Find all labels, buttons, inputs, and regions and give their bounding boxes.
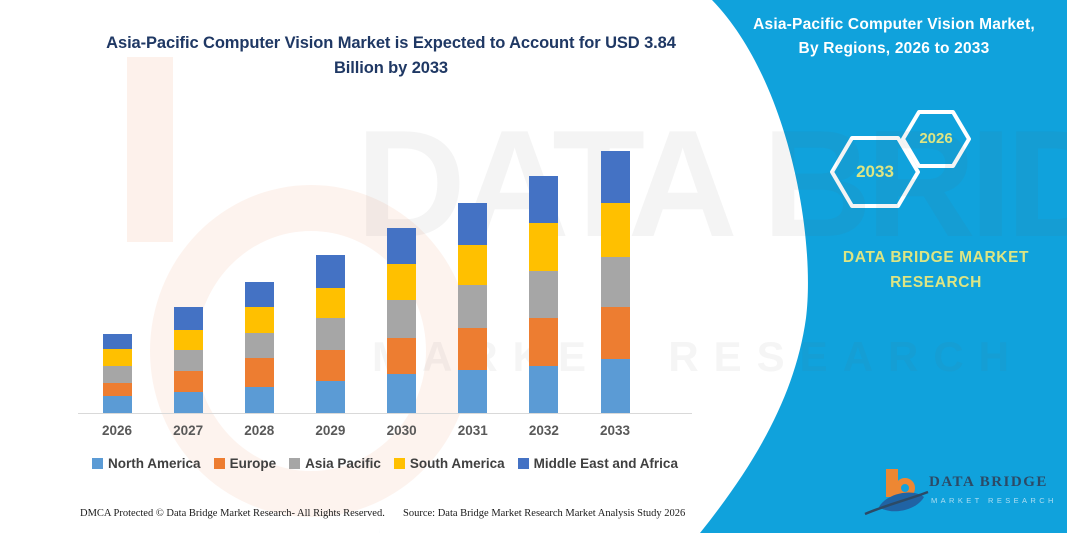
legend-swatch-icon	[213, 458, 225, 469]
legend-swatch-icon	[289, 458, 301, 469]
bar-segment-asia-pacific	[244, 333, 274, 359]
bar-segment-south-america	[244, 307, 274, 334]
company-logo-name: DATA BRIDGE	[929, 474, 1048, 490]
bar-segment-north-america	[529, 365, 559, 413]
legend-swatch-icon	[393, 458, 405, 469]
bar-segment-europe	[458, 328, 488, 370]
footer-dmca-text: DMCA Protected © Data Bridge Market Rese…	[80, 508, 385, 519]
bar-segment-asia-pacific	[173, 349, 203, 371]
banner-title-line1: Asia-Pacific Computer Vision Market,	[753, 16, 1035, 33]
hexagon-2026-label: 2026	[919, 130, 953, 147]
bar-segment-north-america	[600, 359, 630, 413]
legend-item-asia-pacific: Asia Pacific	[289, 456, 381, 471]
chart-title-line1: Asia-Pacific Computer Vision Market is E…	[106, 34, 676, 52]
bar-segment-south-america	[600, 202, 630, 257]
banner-brand-text: DATA BRIDGE MARKET RESEARCH	[795, 245, 1067, 295]
bar-segment-south-america	[315, 287, 345, 318]
legend-swatch-icon	[92, 458, 104, 469]
bar-segment-north-america	[387, 374, 417, 413]
bar-2030	[387, 228, 417, 413]
bar-segment-asia-pacific	[458, 285, 488, 329]
bar-segment-middle-east-and-africa	[102, 333, 132, 349]
bar-segment-north-america	[458, 369, 488, 413]
bar-2032	[529, 175, 559, 413]
x-axis-label-2027: 2027	[173, 423, 204, 438]
bar-segment-asia-pacific	[315, 317, 345, 351]
banner-polygon	[700, 0, 1067, 533]
bar-segment-middle-east-and-africa	[173, 306, 203, 330]
bar-2031	[458, 202, 488, 413]
bar-segment-north-america	[244, 387, 274, 413]
bar-segment-asia-pacific	[102, 365, 132, 383]
banner-brand-line2: RESEARCH	[890, 274, 982, 291]
bar-segment-europe	[529, 318, 559, 366]
bar-segment-middle-east-and-africa	[529, 175, 559, 224]
x-axis-line	[78, 413, 692, 414]
legend-label: Middle East and Africa	[533, 456, 678, 471]
bar-segment-middle-east-and-africa	[600, 151, 630, 203]
legend-item-south-america: South America	[393, 456, 505, 471]
bar-segment-middle-east-and-africa	[387, 228, 417, 265]
bar-segment-europe	[173, 370, 203, 392]
bar-2033	[600, 151, 630, 413]
legend-label: Europe	[229, 456, 277, 471]
bar-segment-middle-east-and-africa	[244, 282, 274, 308]
footer-source-text: Source: Data Bridge Market Research Mark…	[403, 508, 686, 519]
banner-brand-line1: DATA BRIDGE MARKET	[842, 249, 1030, 266]
chart-title: Asia-Pacific Computer Vision Market is E…	[85, 31, 697, 81]
watermark-logo-stem	[127, 57, 173, 242]
bar-2029	[315, 254, 345, 413]
chart-legend: North America Europe Asia Pacific South Ame…	[78, 456, 692, 471]
bar-segment-north-america	[102, 395, 132, 413]
legend-item-north-america: North America	[92, 456, 201, 471]
bar-segment-south-america	[458, 244, 488, 286]
bar-2028	[244, 282, 274, 413]
company-logo-mark	[864, 469, 929, 516]
legend-label: South America	[409, 456, 505, 471]
chart-title-line2: Billion by 2033	[333, 59, 449, 77]
banner-title-line2: By Regions, 2026 to 2033	[798, 40, 990, 57]
legend-swatch-icon	[517, 458, 529, 469]
hexagon-2033-label: 2033	[856, 162, 894, 181]
bar-segment-middle-east-and-africa	[458, 202, 488, 245]
x-axis-label-2026: 2026	[101, 423, 133, 438]
bar-segment-middle-east-and-africa	[315, 254, 345, 288]
bar-segment-north-america	[173, 391, 203, 413]
hexagon-2026	[901, 110, 971, 168]
banner-title: Asia-Pacific Computer Vision Market, By …	[728, 13, 1060, 61]
x-axis-label-2030: 2030	[386, 423, 417, 438]
bar-segment-europe	[102, 382, 132, 396]
bar-segment-europe	[387, 337, 417, 375]
x-axis-label-2032: 2032	[528, 423, 559, 438]
bar-2027	[173, 306, 203, 413]
bar-2026	[102, 333, 132, 413]
bar-segment-asia-pacific	[387, 300, 417, 338]
x-axis-label-2031: 2031	[457, 423, 488, 438]
bar-segment-south-america	[102, 348, 132, 366]
legend-label: Asia Pacific	[305, 456, 381, 471]
bar-segment-south-america	[387, 264, 417, 301]
bar-segment-south-america	[173, 329, 203, 350]
bar-segment-asia-pacific	[529, 271, 559, 319]
bar-segment-europe	[600, 307, 630, 360]
x-axis-label-2028: 2028	[244, 423, 275, 438]
x-axis-label-2033: 2033	[600, 423, 631, 438]
x-axis-label-2029: 2029	[315, 423, 346, 438]
legend-label: North America	[108, 456, 201, 471]
bar-segment-asia-pacific	[600, 256, 630, 308]
company-logo-tagline: MARKET RESEARCH	[931, 496, 1057, 505]
bar-segment-europe	[244, 358, 274, 388]
legend-item-middle-east-and-africa: Middle East and Africa	[517, 456, 678, 471]
legend-item-europe: Europe	[213, 456, 277, 471]
bar-segment-north-america	[315, 380, 345, 413]
bar-segment-europe	[315, 350, 345, 381]
hexagon-2033	[830, 136, 920, 208]
bar-segment-south-america	[529, 223, 559, 272]
